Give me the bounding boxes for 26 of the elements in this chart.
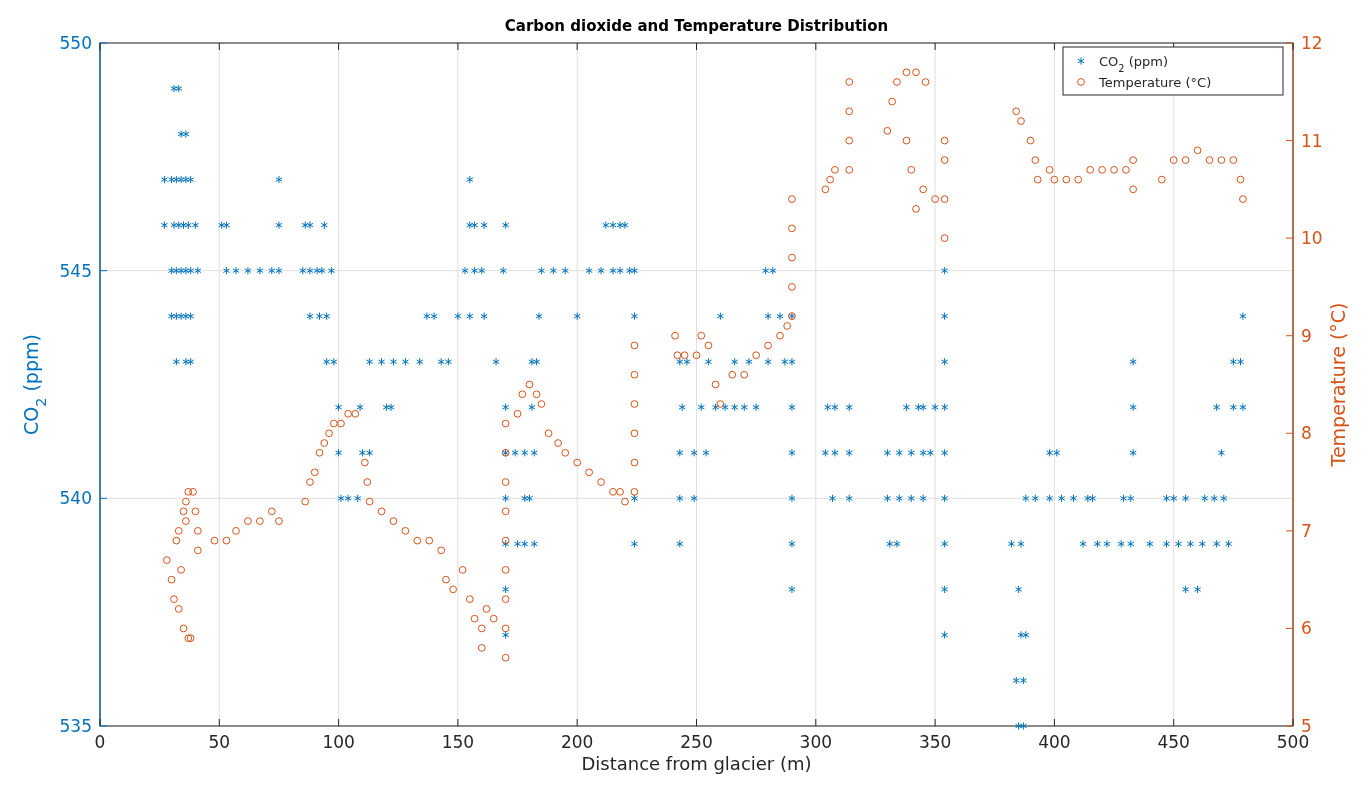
y2-tick-label: 10 [1301, 228, 1323, 249]
y-tick-label: 550 [59, 32, 92, 53]
x-tick-label: 200 [560, 732, 594, 752]
y2-axis-title: Temperature (°C) [1327, 302, 1349, 468]
x-tick-label: 300 [799, 732, 833, 752]
y2-tick-label: 11 [1301, 130, 1323, 151]
x-tick-label: 50 [208, 732, 231, 752]
y-tick-label: 535 [59, 715, 92, 736]
x-tick-label: 100 [322, 732, 355, 752]
y2-tick-label: 7 [1301, 520, 1312, 541]
chart-title: Carbon dioxide and Temperature Distribution [504, 17, 889, 35]
x-tick-label: 0 [94, 732, 106, 752]
y2-tick-label: 8 [1301, 423, 1312, 444]
x-tick-label: 400 [1038, 732, 1071, 752]
legend-label: CO$_{2}$ (ppm) [1099, 53, 1168, 74]
x-axis-title: Distance from glacier (m) [581, 753, 812, 774]
y2-tick-label: 12 [1301, 32, 1323, 53]
x-tick-label: 150 [441, 732, 475, 752]
x-tick-label: 350 [918, 732, 952, 752]
y2-tick-label: 6 [1301, 618, 1312, 639]
x-tick-label: 450 [1157, 732, 1190, 752]
y-tick-label: 540 [59, 488, 92, 509]
legend-label: Temperature (°C) [1098, 74, 1212, 90]
x-tick-label: 250 [680, 732, 713, 752]
y2-tick-label: 9 [1301, 325, 1312, 346]
y-tick-label: 545 [59, 260, 92, 281]
